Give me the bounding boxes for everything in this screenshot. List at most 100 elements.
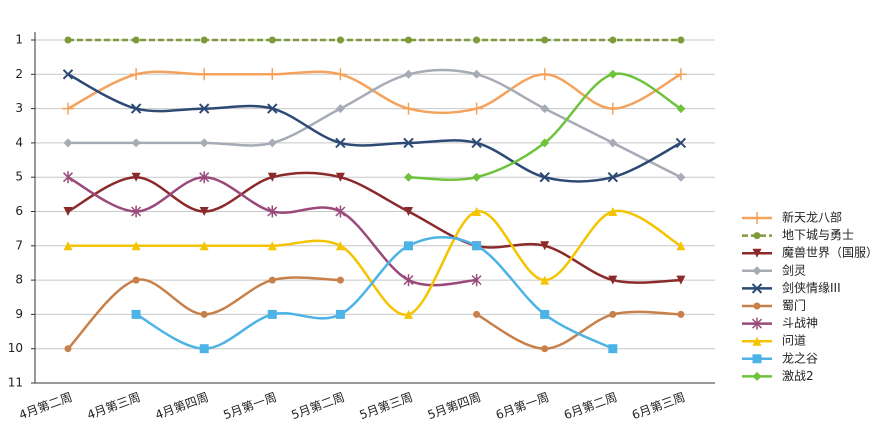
marker bbox=[64, 36, 72, 44]
marker bbox=[676, 241, 686, 251]
marker bbox=[198, 103, 210, 114]
y-tick-label: 2 bbox=[15, 67, 23, 81]
series-line bbox=[408, 72, 682, 181]
marker bbox=[753, 232, 761, 240]
marker bbox=[473, 310, 481, 318]
marker bbox=[676, 104, 686, 114]
legend-label: 问道 bbox=[782, 334, 806, 348]
marker bbox=[471, 137, 482, 149]
marker bbox=[677, 310, 685, 318]
marker bbox=[132, 276, 140, 284]
marker bbox=[62, 69, 74, 80]
marker bbox=[267, 205, 278, 218]
marker bbox=[607, 171, 619, 183]
marker bbox=[751, 317, 763, 330]
series-line bbox=[67, 171, 681, 284]
series bbox=[131, 236, 618, 354]
legend-label: 蜀门 bbox=[782, 298, 806, 313]
legend-label: 剑灵 bbox=[782, 262, 806, 277]
marker bbox=[539, 171, 550, 183]
marker bbox=[335, 137, 346, 149]
marker bbox=[131, 309, 141, 319]
marker bbox=[404, 69, 413, 79]
marker bbox=[752, 336, 762, 346]
marker bbox=[676, 275, 686, 285]
marker bbox=[131, 172, 141, 182]
marker bbox=[751, 283, 763, 294]
y-tick-label: 3 bbox=[15, 101, 23, 115]
series bbox=[62, 69, 687, 183]
marker bbox=[752, 248, 762, 258]
y-tick-label: 1 bbox=[15, 33, 23, 47]
y-tick-label: 7 bbox=[15, 238, 23, 252]
marker bbox=[335, 104, 345, 114]
marker bbox=[267, 241, 277, 251]
y-tick-label: 4 bbox=[15, 135, 23, 149]
marker bbox=[334, 68, 347, 81]
marker bbox=[335, 172, 345, 182]
marker bbox=[470, 102, 483, 115]
marker bbox=[752, 354, 762, 364]
marker bbox=[540, 275, 550, 285]
y-tick-label: 11 bbox=[8, 376, 23, 390]
x-tick-label: 5月第三周 bbox=[358, 390, 415, 422]
marker bbox=[266, 68, 279, 81]
marker bbox=[130, 103, 142, 114]
marker bbox=[402, 102, 415, 115]
marker bbox=[199, 241, 209, 251]
series bbox=[404, 69, 686, 182]
y-tick-label: 10 bbox=[8, 341, 23, 355]
marker bbox=[677, 36, 685, 44]
marker bbox=[335, 309, 345, 319]
marker bbox=[335, 241, 345, 251]
marker bbox=[541, 345, 549, 353]
series-line bbox=[68, 209, 682, 316]
marker bbox=[336, 36, 344, 44]
marker bbox=[63, 138, 73, 148]
marker bbox=[268, 276, 276, 284]
marker bbox=[473, 36, 481, 44]
marker bbox=[404, 172, 413, 182]
marker bbox=[267, 103, 278, 114]
marker bbox=[63, 207, 73, 216]
marker bbox=[675, 137, 687, 149]
x-tick-label: 4月第四周 bbox=[153, 390, 210, 422]
marker bbox=[335, 205, 346, 218]
marker bbox=[131, 138, 141, 148]
marker bbox=[62, 102, 74, 115]
marker bbox=[472, 207, 482, 216]
marker bbox=[404, 309, 413, 319]
marker bbox=[200, 310, 208, 318]
marker bbox=[403, 137, 414, 149]
marker bbox=[609, 310, 617, 318]
marker bbox=[540, 138, 550, 148]
x-tick-label: 5月第四周 bbox=[426, 390, 483, 422]
marker bbox=[403, 274, 414, 287]
x-tick-label: 6月第一周 bbox=[494, 390, 551, 422]
marker bbox=[471, 274, 482, 287]
marker bbox=[404, 207, 413, 216]
series bbox=[63, 171, 686, 285]
x-tick-label: 6月第二周 bbox=[562, 390, 619, 422]
marker bbox=[131, 241, 141, 251]
marker bbox=[608, 69, 618, 79]
marker bbox=[472, 241, 482, 251]
series bbox=[63, 68, 686, 182]
x-tick-label: 4月第二周 bbox=[17, 390, 74, 422]
marker bbox=[676, 172, 686, 182]
legend-label: 激战2 bbox=[782, 369, 814, 383]
series bbox=[62, 171, 482, 287]
legend-label: 新天龙八部 bbox=[782, 210, 842, 225]
marker bbox=[608, 138, 618, 148]
marker bbox=[198, 68, 211, 81]
marker bbox=[199, 171, 210, 184]
marker bbox=[608, 207, 618, 216]
series bbox=[63, 207, 686, 319]
marker bbox=[608, 275, 618, 285]
legend-label: 剑侠情缘III bbox=[782, 280, 841, 295]
series-line bbox=[68, 68, 682, 179]
marker bbox=[404, 241, 413, 251]
marker bbox=[674, 68, 687, 81]
marker bbox=[751, 212, 763, 224]
